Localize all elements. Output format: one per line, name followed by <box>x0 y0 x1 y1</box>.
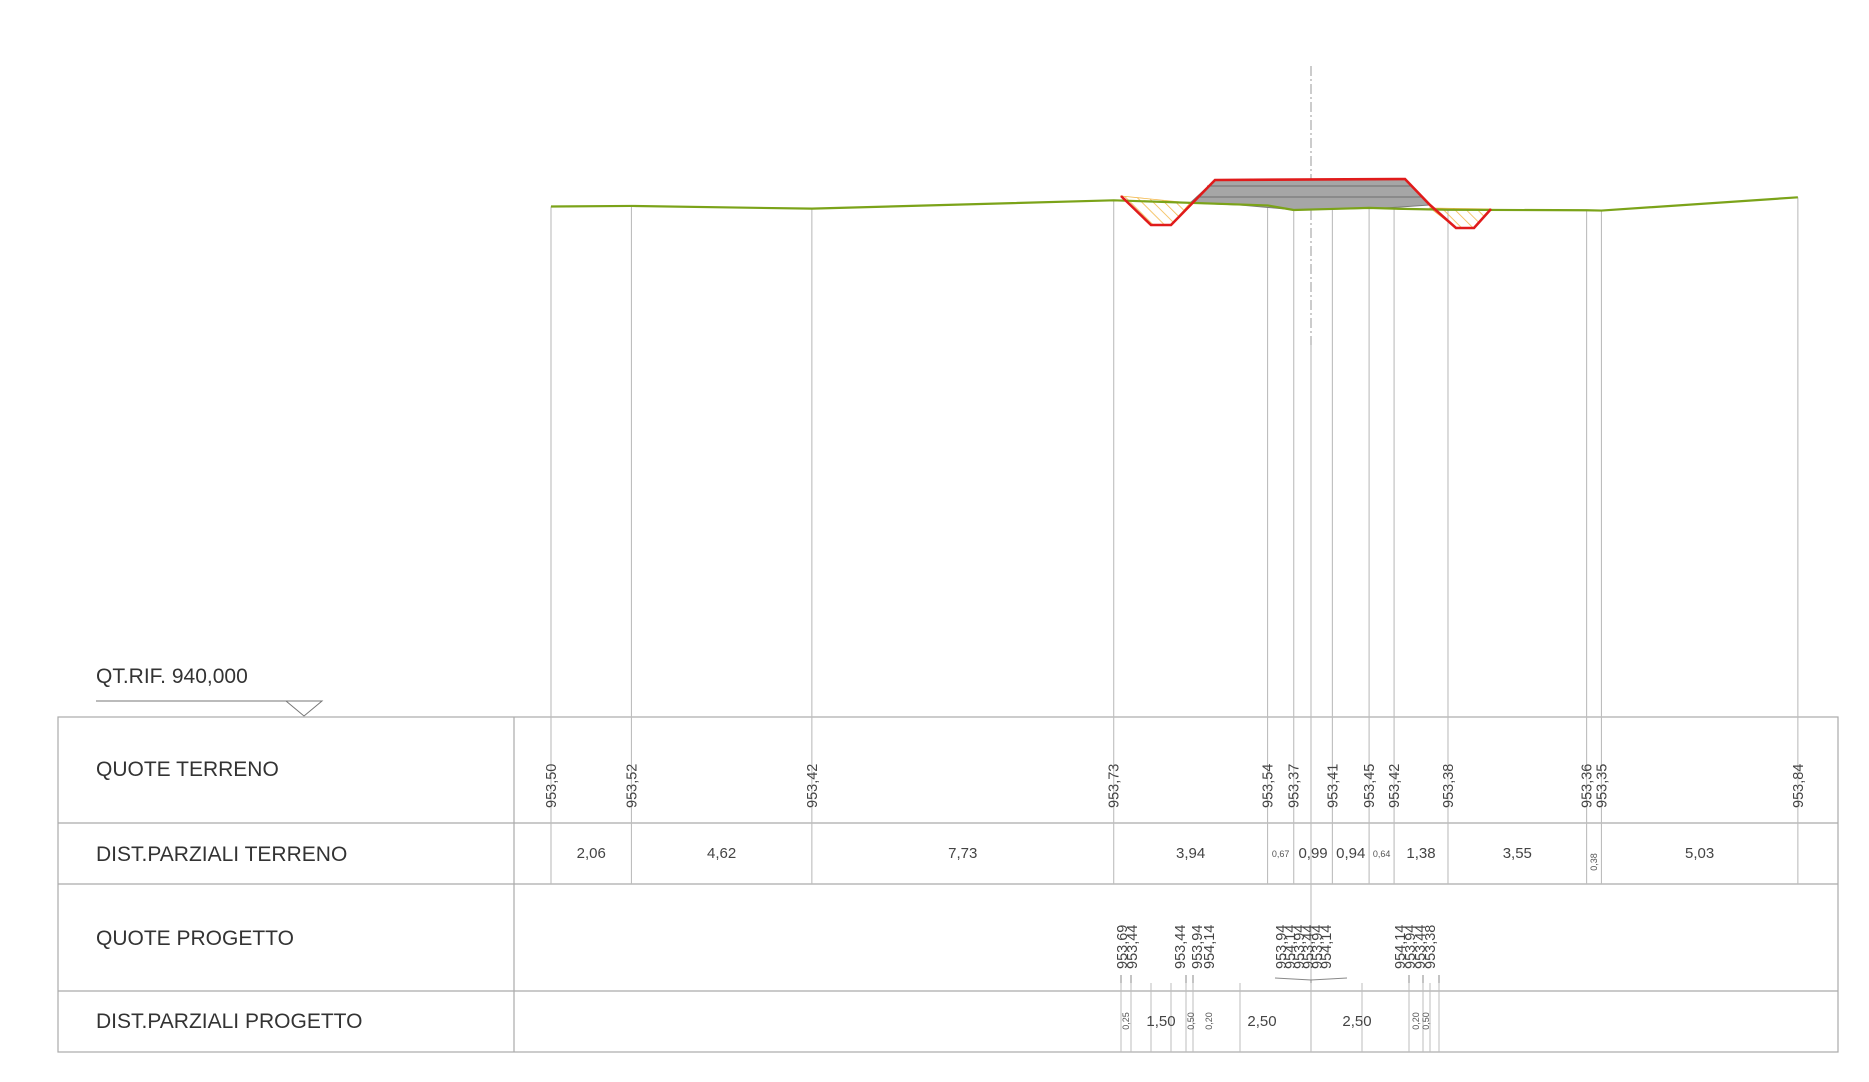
project-partial-distances: 0,25 1,50 0,50 0,20 2,50 2,50 0,20 0,50 <box>1120 983 1440 1052</box>
terrain-partial-label: 7,73 <box>948 845 977 862</box>
terrain-elevation-label: 953,50 <box>544 764 560 808</box>
project-elevation-label: 953,94 <box>1274 925 1290 969</box>
station-lines <box>550 66 1799 1052</box>
project-elevation-label: 954,14 <box>1283 925 1299 969</box>
terrain-elevation-label: 953,54 <box>1261 764 1277 808</box>
terrain-partial-label: 2,06 <box>577 845 606 862</box>
project-elevation-label: 953,94 <box>1292 925 1308 969</box>
terrain-partial-label: 3,94 <box>1176 845 1205 862</box>
terrain-partial-label: 3,55 <box>1503 845 1532 862</box>
section-profile <box>550 177 1798 230</box>
project-elevation-label: 953,44 <box>1413 925 1429 969</box>
reference-triangle-icon <box>284 700 324 717</box>
row-label-dist-progetto: DIST.PARZIALI PROGETTO <box>96 1010 362 1033</box>
terrain-partial-label: 0,94 <box>1336 845 1365 862</box>
project-elevation-label: 954,14 <box>1393 925 1409 969</box>
terrain-partial-label: 0,38 <box>1589 853 1599 871</box>
terrain-partial-label: 0,67 <box>1272 849 1290 859</box>
project-elevation-label: 954,14 <box>1319 925 1335 969</box>
terrain-partial-label: 0,99 <box>1298 845 1327 862</box>
project-partial-label: 0,50 <box>1186 1012 1196 1030</box>
project-elevation-label: 953,44 <box>1301 925 1317 969</box>
project-partial-label: 1,50 <box>1146 1013 1175 1030</box>
terrain-partial-label: 0,64 <box>1373 849 1391 859</box>
row-label-quote-terreno: QUOTE TERRENO <box>96 758 279 781</box>
project-elevation-label: 953,94 <box>1310 925 1326 969</box>
terrain-elevation-label: 953,38 <box>1441 764 1457 808</box>
terrain-elevation-label: 953,42 <box>805 764 821 808</box>
terrain-elevation-label: 953,42 <box>1387 764 1403 808</box>
project-partial-label: 0,20 <box>1204 1012 1214 1030</box>
reference-label: QT.RIF. 940,000 <box>96 665 248 688</box>
terrain-partial-distances: 2,06 4,62 7,73 3,94 0,67 0,99 0,94 0,64 1,38 3,55… <box>577 845 1715 871</box>
design-outline <box>1120 177 1492 230</box>
project-elevation-label: 953,94 <box>1190 925 1206 969</box>
terrain-line <box>550 196 1798 212</box>
project-elevation-label: 953,94 <box>1403 925 1419 969</box>
terrain-elevation-label: 953,36 <box>1580 764 1596 808</box>
project-elevation-label: 953,69 <box>1115 925 1131 969</box>
terrain-partial-label: 5,03 <box>1685 845 1714 862</box>
terrain-elevation-label: 953,73 <box>1107 764 1123 808</box>
project-elevation-label: 953,44 <box>1173 925 1189 969</box>
embankment-fill <box>1188 178 1432 211</box>
terrain-elevation-label: 953,41 <box>1325 764 1341 808</box>
terrain-elevation-label: 953,52 <box>624 764 640 808</box>
project-elevation-label: 954,14 <box>1202 925 1218 969</box>
project-elevation-label: 953,38 <box>1423 925 1439 969</box>
data-table <box>57 716 1839 1053</box>
terrain-partial-label: 4,62 <box>707 845 736 862</box>
project-partial-label: 2,50 <box>1342 1013 1371 1030</box>
terrain-elevation-label: 953,45 <box>1362 764 1378 808</box>
terrain-elevation-labels: 953,50 953,52 953,42 953,73 953,54 953,37 953,… <box>544 764 1807 808</box>
terrain-elevation-label: 953,35 <box>1594 764 1610 808</box>
terrain-partial-label: 1,38 <box>1406 845 1435 862</box>
project-partial-label: 2,50 <box>1247 1013 1276 1030</box>
project-partial-label: 0,25 <box>1121 1012 1131 1030</box>
row-label-quote-progetto: QUOTE PROGETTO <box>96 927 294 950</box>
terrain-elevation-label: 953,37 <box>1287 764 1303 808</box>
row-label-dist-terreno: DIST.PARZIALI TERRENO <box>96 843 347 866</box>
terrain-elevation-label: 953,84 <box>1791 764 1807 808</box>
project-partial-label: 0,50 <box>1421 1012 1431 1030</box>
project-partial-label: 0,20 <box>1411 1012 1421 1030</box>
project-elevation-label: 953,44 <box>1125 925 1141 969</box>
